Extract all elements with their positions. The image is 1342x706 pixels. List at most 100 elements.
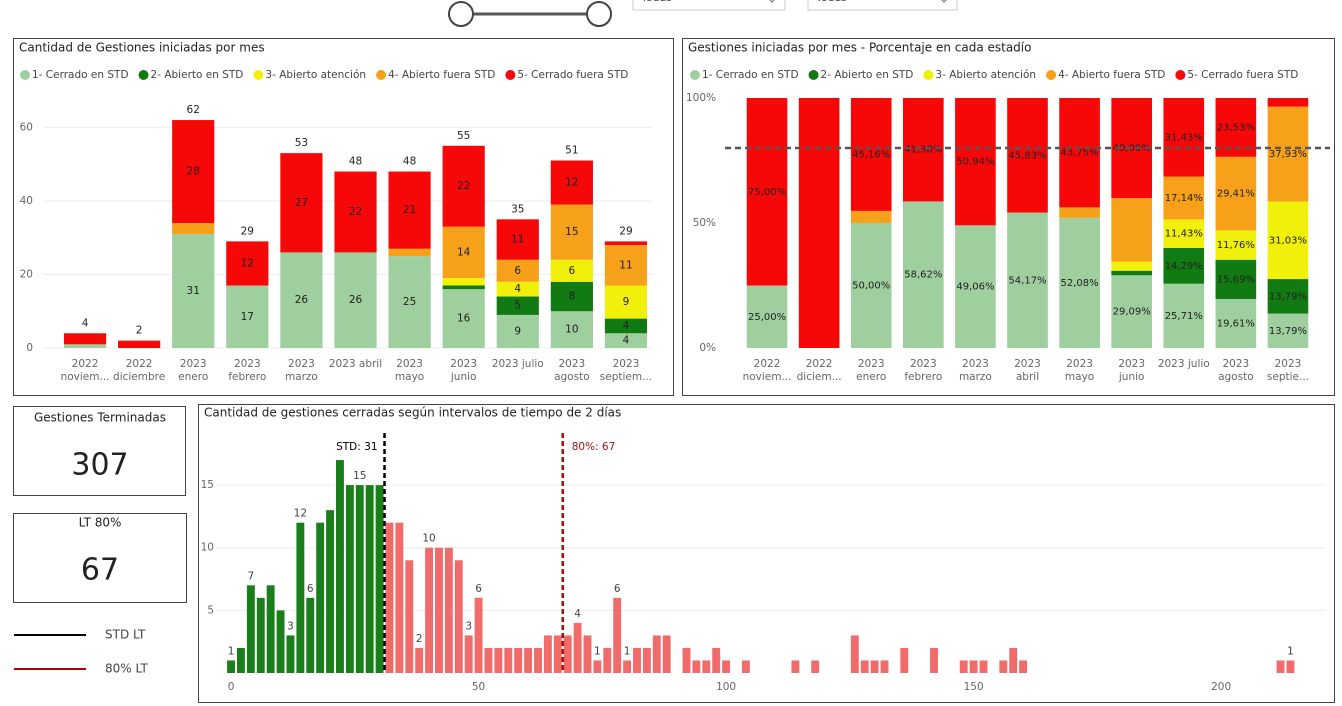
bar-segment: [850, 98, 892, 211]
bar-segment: [226, 241, 269, 286]
legend-marker: [138, 70, 149, 80]
histogram-bar: [395, 522, 404, 673]
histogram-bar: [1286, 660, 1295, 673]
data-label: 28: [187, 166, 200, 178]
dropdown-arrow: [941, 0, 947, 3]
histogram-bar: [652, 635, 661, 673]
bar-segment: [388, 171, 431, 249]
histogram-bar: [969, 660, 978, 673]
x-tick-label: 2023 abril: [1014, 358, 1041, 383]
total-label: 55: [457, 130, 470, 142]
histogram-bar: [682, 647, 691, 673]
x-tick-label: 2023 julio: [1158, 358, 1210, 370]
bar-segment: [550, 259, 593, 282]
bar-segment: [496, 314, 539, 348]
bar-segment: [496, 259, 539, 282]
x-tick-label: 2023 enero: [856, 358, 887, 383]
data-label: 29,41%: [1217, 189, 1255, 200]
x-tick-label: 2023 agosto: [1218, 358, 1254, 383]
histogram-bar: [662, 635, 671, 673]
histogram-bar: [237, 647, 245, 673]
histogram-bar: [603, 647, 612, 673]
bar-segment: [1215, 230, 1257, 260]
x-tick-label-text: 2023 septiem...: [599, 358, 653, 383]
bar-segment: [1163, 98, 1205, 177]
histogram-bar: [1009, 647, 1018, 673]
data-label: 45,16%: [852, 149, 890, 160]
bar-segment: [746, 285, 788, 348]
x-tick-label: 2022 noviem...: [61, 358, 110, 383]
x-tick-label: 2023 abril: [329, 358, 382, 370]
data-label: 22: [349, 206, 362, 218]
bar-segment: [746, 98, 788, 286]
bar-segment: [604, 241, 648, 246]
histogram-bar: [583, 635, 592, 673]
histogram-bar: [741, 660, 750, 673]
data-label: 25: [403, 296, 416, 308]
data-label: 11,76%: [1217, 240, 1255, 251]
histogram-bar: [642, 647, 651, 673]
slider-handle[interactable]: [448, 1, 474, 27]
bar-segment: [1007, 98, 1048, 213]
x-tick-label-text: 2023 enero: [856, 358, 887, 383]
kpi-title: LT 80%: [79, 516, 122, 530]
histogram-bar: [375, 485, 384, 673]
histogram-bar: [484, 647, 493, 673]
data-label: 25,71%: [1165, 311, 1203, 322]
bar-segment: [604, 245, 648, 286]
total-label: 53: [295, 137, 308, 149]
histogram-bar: [692, 660, 701, 673]
x-tick-label-text: 2023 marzo: [958, 358, 992, 383]
histogram-bar: [316, 522, 325, 673]
data-label: 14,29%: [1165, 261, 1203, 272]
data-label: 1: [594, 645, 601, 657]
data-label: 10: [565, 324, 578, 336]
total-label: 48: [349, 156, 362, 168]
legend-marker: [505, 70, 516, 80]
bar-segment: [1267, 313, 1309, 348]
bar-segment: [442, 289, 485, 348]
dropdown[interactable]: [632, 0, 786, 11]
data-label: 25,00%: [748, 312, 786, 323]
data-label: 9: [623, 296, 630, 308]
histogram-bar: [1276, 660, 1285, 673]
x-tick-label: 50: [472, 681, 485, 693]
x-tick-label: 150: [964, 681, 984, 693]
data-label: 3: [287, 620, 294, 632]
x-tick-label-text: 2022 diciem...: [796, 358, 842, 383]
bar-segment: [1267, 279, 1309, 314]
bar-segment: [172, 234, 215, 348]
legend-label: 5- Cerrado fuera STD: [1187, 69, 1298, 81]
data-label: 8: [569, 291, 576, 303]
bar-segment: [1267, 98, 1309, 107]
histogram-bar: [425, 547, 434, 673]
bar-segment: [850, 210, 892, 223]
data-label: 31,03%: [1269, 235, 1307, 246]
slider-handle[interactable]: [586, 1, 612, 27]
histogram-bar: [999, 660, 1008, 673]
data-label: 50,00%: [852, 281, 890, 292]
legend-label: 1- Cerrado en STD: [32, 69, 129, 81]
x-tick-label-text: 2023 junio: [1118, 358, 1146, 383]
bar-segment: [550, 311, 593, 348]
bar-segment: [1163, 248, 1205, 284]
data-label: 17: [241, 311, 254, 323]
data-label: 10: [422, 533, 435, 545]
x-tick-label: 2023 febrero: [904, 358, 942, 383]
bar-segment: [550, 204, 593, 260]
data-label: 15: [353, 470, 366, 482]
data-label: 15,69%: [1217, 274, 1255, 285]
dropdown[interactable]: [807, 0, 958, 11]
histogram-bar: [712, 647, 721, 673]
data-label: 41,38%: [904, 145, 942, 156]
bar-segment: [334, 252, 377, 348]
legend-label: 3- Abierto atención: [935, 69, 1036, 81]
x-tick-label: 2023 febrero: [228, 358, 266, 383]
histogram-bar: [504, 647, 513, 673]
total-label: 51: [565, 145, 578, 157]
data-label: 11,43%: [1165, 229, 1203, 240]
histogram-bar: [345, 485, 354, 673]
data-label: 6: [614, 583, 621, 595]
histogram-bar: [930, 647, 938, 673]
data-label: 58,62%: [904, 270, 942, 281]
